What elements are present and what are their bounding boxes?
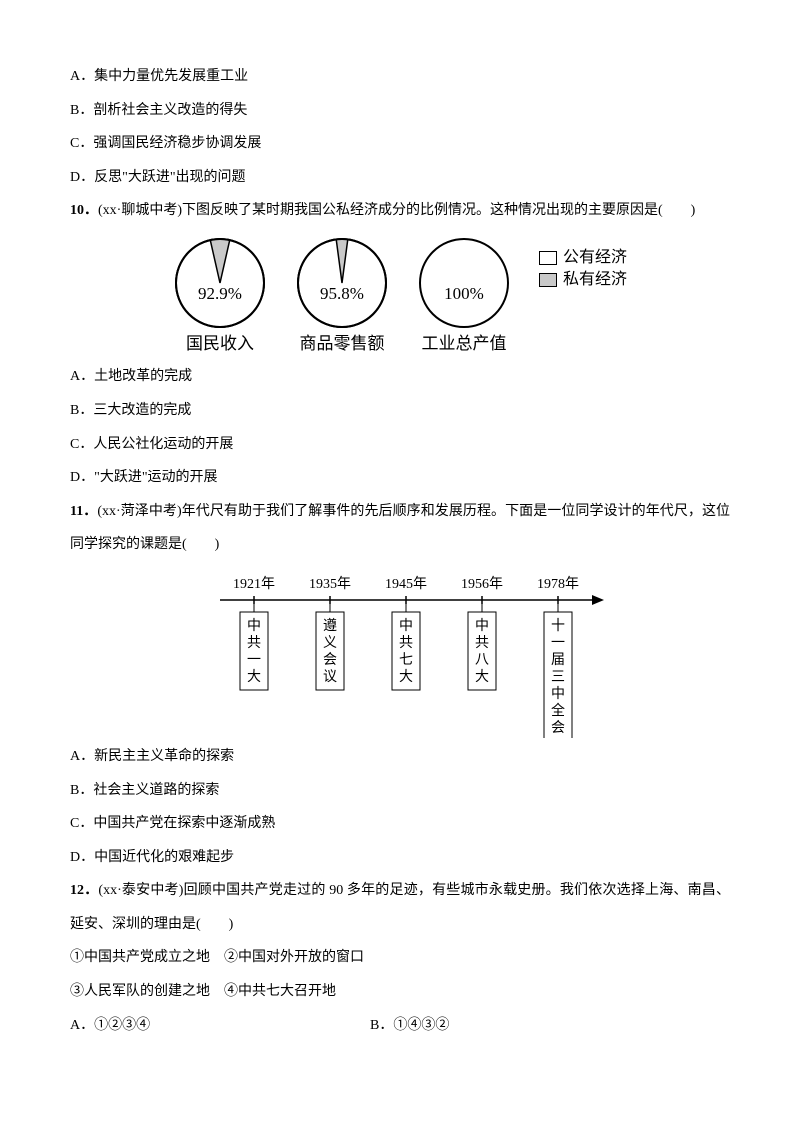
svg-text:会: 会: [551, 720, 565, 736]
timeline-svg: 1921年中共一大1935年遵义会议1945年中共七大1956年中共八大1978…: [190, 568, 610, 738]
svg-text:三: 三: [551, 670, 565, 685]
q10-stem: 10．(xx·聊城中考)下图反映了某时期我国公私经济成分的比例情况。这种情况出现…: [70, 194, 730, 228]
q10-option-a: A．土地改革的完成: [70, 360, 730, 394]
q12-items-2: ③人民军队的创建之地 ④中共七大召开地: [70, 975, 730, 1009]
q12-option-a: A．①②③④: [70, 1009, 370, 1043]
q9-option-a: A．集中力量优先发展重工业: [70, 60, 730, 94]
svg-text:义: 义: [323, 635, 337, 651]
q10-body: 下图反映了某时期我国公私经济成分的比例情况。这种情况出现的主要原因是( ): [182, 203, 695, 218]
q11-number: 11．: [70, 504, 97, 519]
svg-text:中: 中: [475, 618, 489, 634]
svg-text:大: 大: [399, 669, 413, 685]
q10-number: 10．: [70, 203, 98, 218]
q10-source: (xx·聊城中考): [98, 203, 182, 218]
svg-text:中: 中: [399, 618, 413, 634]
q11-option-c: C．中国共产党在探索中逐渐成熟: [70, 807, 730, 841]
q9-option-c: C．强调国民经济稳步协调发展: [70, 127, 730, 161]
svg-text:八: 八: [475, 653, 489, 668]
q10-option-b: B．三大改造的完成: [70, 394, 730, 428]
svg-text:1945年: 1945年: [385, 576, 427, 592]
q9-option-b: B．剖析社会主义改造的得失: [70, 94, 730, 128]
svg-text:大: 大: [247, 669, 261, 685]
pie-retail: 95.8%商品零售额: [295, 236, 389, 354]
q12-number: 12．: [70, 883, 98, 898]
q11-source: (xx·菏泽中考): [97, 504, 181, 519]
svg-text:十: 十: [551, 618, 565, 634]
svg-text:会: 会: [323, 652, 337, 668]
svg-text:共: 共: [399, 635, 413, 651]
svg-text:1978年: 1978年: [537, 576, 579, 592]
q10-option-c: C．人民公社化运动的开展: [70, 428, 730, 462]
svg-text:共: 共: [247, 635, 261, 651]
svg-text:92.9%: 92.9%: [198, 284, 242, 303]
q11-option-b: B．社会主义道路的探索: [70, 774, 730, 808]
q12-source: (xx·泰安中考): [98, 883, 183, 898]
legend-private-label: 私有经济: [563, 272, 627, 288]
svg-text:中: 中: [247, 618, 261, 634]
svg-text:遵: 遵: [323, 617, 337, 634]
svg-text:全: 全: [551, 702, 565, 719]
q10-pie-chart: 92.9%国民收入 95.8%商品零售额 100%工业总产值 公有经济 私有经济: [70, 236, 730, 354]
svg-text:大: 大: [475, 669, 489, 685]
svg-text:95.8%: 95.8%: [320, 284, 364, 303]
q11-stem: 11．(xx·菏泽中考)年代尺有助于我们了解事件的先后顺序和发展历程。下面是一位…: [70, 495, 730, 562]
svg-text:100%: 100%: [444, 284, 484, 303]
q10-option-d: D．"大跃进"运动的开展: [70, 461, 730, 495]
q12-stem: 12．(xx·泰安中考)回顾中国共产党走过的 90 多年的足迹，有些城市永载史册…: [70, 874, 730, 941]
legend-public-label: 公有经济: [563, 250, 627, 266]
pie-national-income: 92.9%国民收入: [173, 236, 267, 354]
q9-option-d: D．反思"大跃进"出现的问题: [70, 161, 730, 195]
legend-private-swatch: [539, 273, 557, 287]
svg-text:中: 中: [551, 686, 565, 702]
legend-public: 公有经济: [539, 250, 627, 266]
legend-private: 私有经济: [539, 272, 627, 288]
q11-option-d: D．中国近代化的艰难起步: [70, 841, 730, 875]
pie-industrial: 100%工业总产值: [417, 236, 511, 354]
pie-legend: 公有经济 私有经济: [539, 250, 627, 288]
svg-text:一: 一: [551, 636, 565, 651]
svg-text:1921年: 1921年: [233, 576, 275, 592]
legend-public-swatch: [539, 251, 557, 265]
svg-text:1935年: 1935年: [309, 576, 351, 592]
svg-text:届: 届: [551, 653, 565, 668]
q12-options-row: A．①②③④ B．①④③②: [70, 1009, 730, 1043]
q12-option-b: B．①④③②: [370, 1009, 449, 1043]
svg-text:七: 七: [399, 652, 413, 668]
svg-text:议: 议: [323, 669, 337, 685]
svg-text:共: 共: [475, 635, 489, 651]
q11-timeline: 1921年中共一大1935年遵义会议1945年中共七大1956年中共八大1978…: [70, 568, 730, 738]
q12-items-1: ①中国共产党成立之地 ②中国对外开放的窗口: [70, 941, 730, 975]
svg-text:一: 一: [247, 653, 261, 668]
svg-text:1956年: 1956年: [461, 576, 503, 592]
q11-option-a: A．新民主主义革命的探索: [70, 740, 730, 774]
